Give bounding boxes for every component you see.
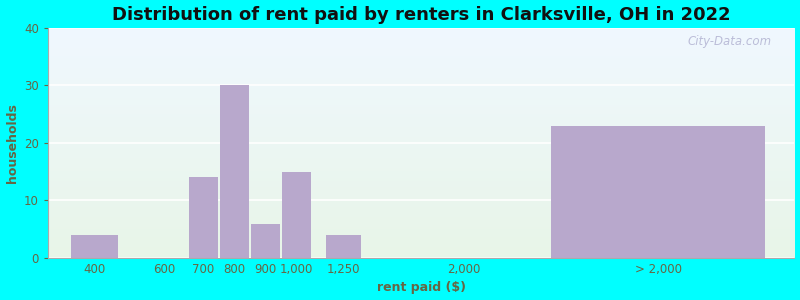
Text: City-Data.com: City-Data.com [688,35,772,48]
Bar [189,178,218,258]
Y-axis label: households: households [6,103,18,183]
Title: Distribution of rent paid by renters in Clarksville, OH in 2022: Distribution of rent paid by renters in … [112,6,730,24]
Bar [326,235,361,258]
Bar [551,126,766,258]
Bar [282,172,311,258]
Bar [71,235,118,258]
Bar [220,85,250,258]
X-axis label: rent paid ($): rent paid ($) [377,281,466,294]
Bar [251,224,280,258]
